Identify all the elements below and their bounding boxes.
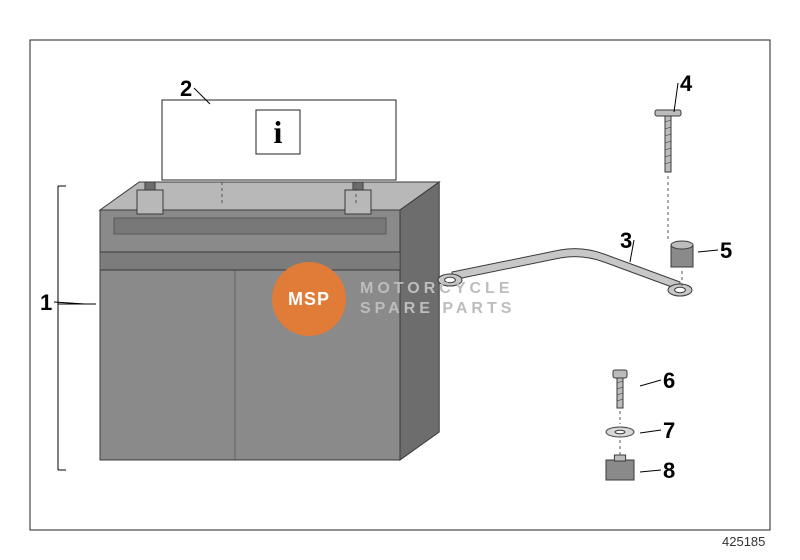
document-id: 425185 xyxy=(722,534,765,549)
svg-text:i: i xyxy=(274,114,283,150)
callout-2: 2 xyxy=(180,76,192,102)
diagram-stage: i 1 2 3 4 5 6 7 8 MSP MOTORCYCLE SPARE P… xyxy=(0,0,800,560)
callout-5: 5 xyxy=(720,238,732,264)
callout-1: 1 xyxy=(40,290,52,316)
callout-8: 8 xyxy=(663,458,675,484)
callout-3: 3 xyxy=(620,228,632,254)
callout-6: 6 xyxy=(663,368,675,394)
callout-4: 4 xyxy=(680,71,692,97)
callout-7: 7 xyxy=(663,418,675,444)
